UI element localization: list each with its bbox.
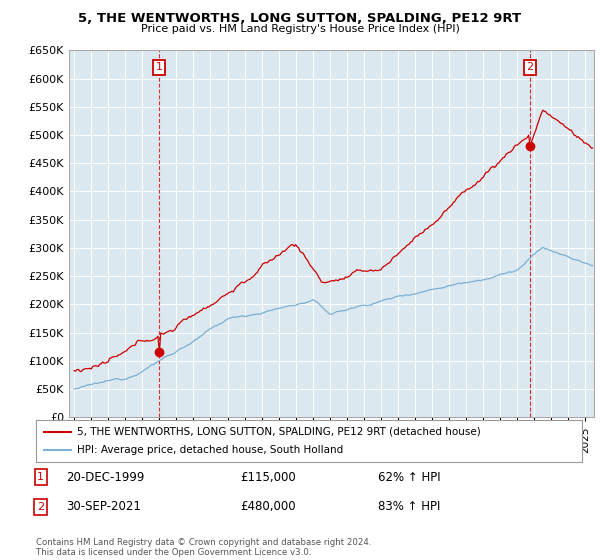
Text: 1: 1 xyxy=(155,62,163,72)
Text: 1: 1 xyxy=(37,472,44,482)
Text: 2: 2 xyxy=(37,502,44,512)
Text: Contains HM Land Registry data © Crown copyright and database right 2024.
This d: Contains HM Land Registry data © Crown c… xyxy=(36,538,371,557)
Text: HPI: Average price, detached house, South Holland: HPI: Average price, detached house, Sout… xyxy=(77,445,343,455)
Text: Price paid vs. HM Land Registry's House Price Index (HPI): Price paid vs. HM Land Registry's House … xyxy=(140,24,460,34)
Text: 2: 2 xyxy=(527,62,533,72)
Text: 5, THE WENTWORTHS, LONG SUTTON, SPALDING, PE12 9RT (detached house): 5, THE WENTWORTHS, LONG SUTTON, SPALDING… xyxy=(77,427,481,437)
Text: £115,000: £115,000 xyxy=(240,470,296,484)
Text: 83% ↑ HPI: 83% ↑ HPI xyxy=(378,500,440,514)
Text: 20-DEC-1999: 20-DEC-1999 xyxy=(66,470,145,484)
Text: 5, THE WENTWORTHS, LONG SUTTON, SPALDING, PE12 9RT: 5, THE WENTWORTHS, LONG SUTTON, SPALDING… xyxy=(79,12,521,25)
Text: 62% ↑ HPI: 62% ↑ HPI xyxy=(378,470,440,484)
Text: £480,000: £480,000 xyxy=(240,500,296,514)
Text: 30-SEP-2021: 30-SEP-2021 xyxy=(66,500,141,514)
